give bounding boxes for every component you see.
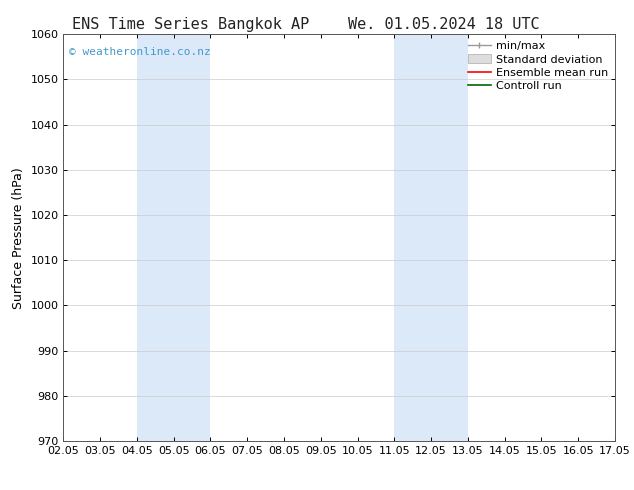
Text: ENS Time Series Bangkok AP: ENS Time Series Bangkok AP (72, 17, 309, 32)
Bar (137, 34, 210, 441)
Text: We. 01.05.2024 18 UTC: We. 01.05.2024 18 UTC (348, 17, 540, 32)
Y-axis label: Surface Pressure (hPa): Surface Pressure (hPa) (12, 167, 25, 309)
Bar (394, 34, 468, 441)
Text: © weatheronline.co.nz: © weatheronline.co.nz (69, 47, 210, 56)
Legend: min/max, Standard deviation, Ensemble mean run, Controll run: min/max, Standard deviation, Ensemble me… (464, 37, 612, 96)
